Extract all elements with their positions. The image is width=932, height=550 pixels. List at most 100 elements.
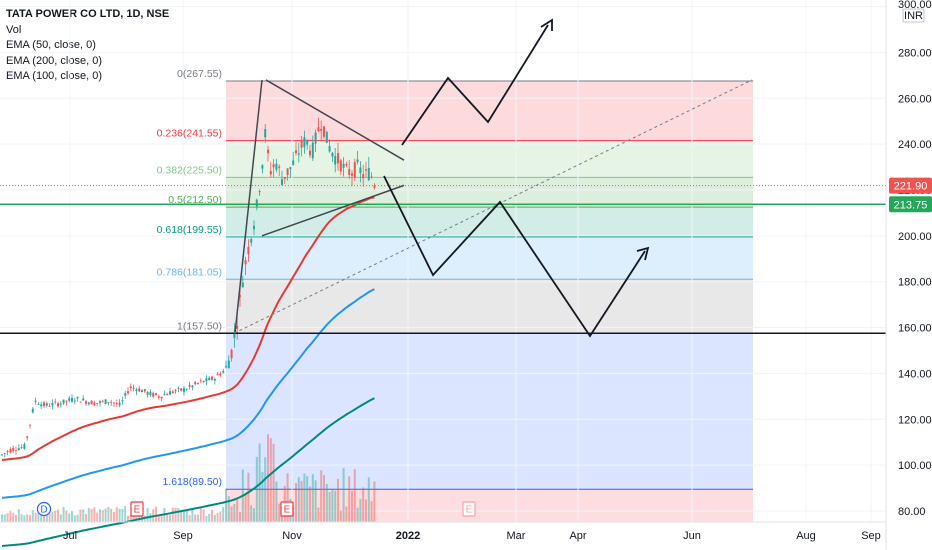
candle-body — [87, 402, 90, 405]
candle-body — [65, 400, 68, 402]
volume-bar — [107, 506, 110, 522]
candle-body — [54, 401, 57, 403]
legend-ema-100[interactable]: EMA (100, close, 0) — [6, 70, 102, 82]
currency-label: INR — [904, 10, 923, 22]
fib-level-label: 0.236(241.55) — [157, 128, 222, 140]
legend-vol[interactable]: Vol — [6, 23, 22, 36]
volume-bar — [155, 506, 157, 522]
volume-bar — [54, 510, 57, 522]
y-tick-label: 120.00 — [898, 414, 932, 426]
candle-body — [303, 137, 306, 148]
candle-body — [76, 397, 79, 399]
x-tick-label: Jun — [683, 530, 701, 542]
candle-body — [362, 174, 365, 179]
candle-body — [45, 403, 48, 406]
candle-body — [331, 152, 334, 157]
volume-bar — [295, 483, 297, 522]
volume-bar — [239, 511, 241, 522]
volume-bar — [272, 443, 275, 522]
candle-body — [135, 389, 138, 392]
volume-bar — [225, 488, 227, 522]
chart-title[interactable]: TATA POWER CO LTD, 1D, NSE — [6, 8, 170, 20]
candle-body — [199, 380, 202, 382]
y-tick-label: 200.00 — [898, 231, 932, 243]
volume-bar — [197, 514, 199, 522]
legend-ema-200[interactable]: EMA (200, close, 0) — [6, 54, 102, 67]
volume-bar — [261, 471, 264, 522]
candle-body — [31, 408, 34, 413]
candle-body — [85, 401, 87, 404]
volume-bar — [339, 510, 342, 522]
candle-body — [171, 391, 174, 393]
candle-body — [188, 384, 191, 387]
volume-bar — [9, 511, 12, 522]
volume-bar — [303, 473, 306, 522]
volume-bar — [62, 506, 65, 522]
candle-body — [101, 400, 104, 402]
candle-body — [325, 131, 328, 143]
volume-bar — [264, 457, 267, 522]
candle-body — [12, 447, 15, 451]
candle-body — [281, 179, 283, 185]
candle-body — [353, 162, 356, 178]
grid-lines — [0, 0, 886, 522]
candle-body — [3, 453, 6, 454]
legend-ema-50[interactable]: EMA (50, close, 0) — [6, 39, 96, 51]
candle-body — [373, 185, 376, 188]
volume-bar — [213, 514, 216, 522]
y-tick-label: 180.00 — [898, 277, 932, 289]
volume-bar — [199, 507, 202, 522]
candle-body — [26, 436, 29, 438]
bullish-projection-path — [401, 24, 549, 146]
candle-body — [370, 176, 373, 178]
candle-body — [264, 129, 267, 138]
candle-body — [104, 399, 107, 405]
candle-body — [96, 403, 99, 404]
volume-bar — [129, 515, 132, 522]
candle-body — [211, 376, 213, 380]
price-tag-label: 213.75 — [894, 199, 928, 211]
ema-100-line — [1, 288, 375, 499]
candle-body — [1, 454, 3, 456]
volume-bar — [331, 490, 334, 522]
volume-bar — [6, 513, 9, 522]
y-tick-label: 100.00 — [898, 460, 932, 472]
trend-projection-line — [233, 79, 753, 334]
fib-band — [226, 489, 753, 522]
volume-bar — [219, 511, 222, 522]
volume-bar — [59, 514, 62, 522]
candle-body — [311, 142, 314, 159]
candle-body — [194, 382, 197, 385]
x-tick-label: Apr — [569, 530, 586, 542]
candle-body — [132, 387, 135, 389]
volume-bar — [300, 480, 303, 522]
candle-body — [351, 173, 353, 176]
candle-body — [286, 168, 289, 175]
candle-body — [227, 360, 230, 369]
volume-bar — [37, 510, 40, 522]
candle-body — [160, 396, 163, 399]
x-tick-label: Sep — [173, 530, 193, 542]
volume-bar — [367, 477, 370, 522]
y-tick-label: 280.00 — [898, 47, 932, 59]
candle-body — [222, 371, 225, 373]
candle-body — [320, 128, 323, 131]
earnings-icon — [130, 501, 144, 517]
candle-body — [233, 333, 236, 338]
candle-body — [345, 164, 348, 166]
volume-bar — [146, 508, 149, 522]
volume-bar — [104, 508, 107, 522]
volume-bar — [48, 506, 51, 522]
candle-body — [250, 239, 253, 243]
candle-body — [337, 152, 339, 164]
candle-body — [43, 402, 45, 407]
volume-bar — [222, 506, 225, 522]
candle-body — [241, 282, 244, 288]
candle-body — [317, 127, 320, 132]
volume-bar — [160, 513, 163, 522]
candle-body — [267, 149, 269, 154]
candle-body — [71, 397, 73, 402]
